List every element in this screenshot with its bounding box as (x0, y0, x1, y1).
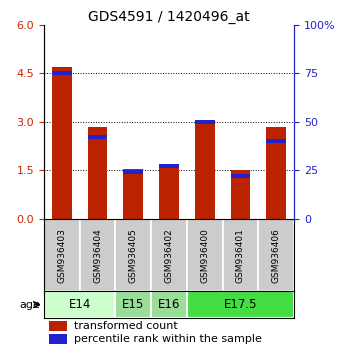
Text: age: age (20, 299, 41, 310)
Bar (49, 321, 67, 331)
Bar (49, 334, 67, 344)
Text: GSM936401: GSM936401 (236, 228, 245, 282)
Bar (44, 219, 80, 291)
Bar (187, 219, 223, 291)
Bar (44, 291, 115, 318)
Bar (231, 170, 250, 219)
Text: GSM936404: GSM936404 (93, 228, 102, 282)
Text: GSM936403: GSM936403 (57, 228, 66, 282)
Bar (115, 291, 151, 318)
Bar (88, 135, 107, 139)
Bar (195, 120, 215, 124)
Text: GSM936400: GSM936400 (200, 228, 209, 282)
Bar (52, 72, 72, 75)
Bar (231, 174, 250, 178)
Text: E14: E14 (69, 298, 91, 311)
Title: GDS4591 / 1420496_at: GDS4591 / 1420496_at (88, 10, 250, 24)
Text: GSM936402: GSM936402 (165, 228, 173, 282)
Bar (123, 170, 143, 174)
Bar (223, 219, 258, 291)
Text: GSM936406: GSM936406 (272, 228, 281, 282)
Text: percentile rank within the sample: percentile rank within the sample (74, 334, 262, 344)
Bar (258, 219, 294, 291)
Text: GSM936405: GSM936405 (129, 228, 138, 282)
Bar (187, 291, 294, 318)
Text: transformed count: transformed count (74, 321, 178, 331)
Text: E16: E16 (158, 298, 180, 311)
Bar (88, 127, 107, 219)
Bar (80, 219, 115, 291)
Text: E15: E15 (122, 298, 144, 311)
Bar (151, 219, 187, 291)
Bar (159, 164, 179, 219)
Text: E17.5: E17.5 (224, 298, 257, 311)
Bar (266, 139, 286, 143)
Bar (195, 120, 215, 219)
Bar (115, 219, 151, 291)
Bar (151, 291, 187, 318)
Bar (159, 165, 179, 168)
Bar (52, 67, 72, 219)
Bar (123, 169, 143, 219)
Bar (266, 127, 286, 219)
